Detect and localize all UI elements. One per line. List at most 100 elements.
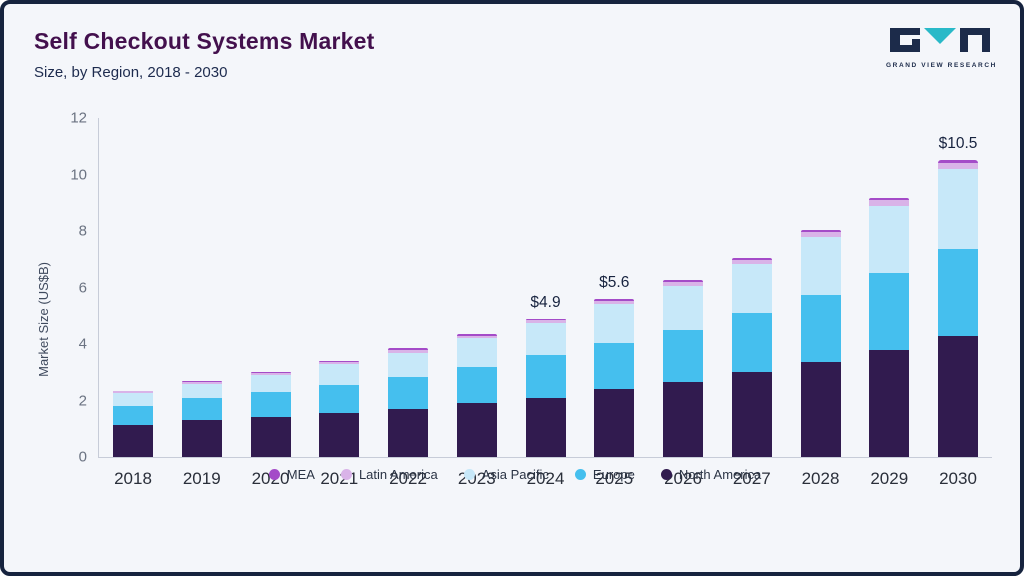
bar-segment-north-america: [938, 335, 978, 457]
bar-segment-asia-pacific: [869, 205, 910, 274]
bar-segment-europe: [869, 273, 910, 350]
x-axis-label: 2022: [389, 469, 427, 488]
bar-column-2018: 2018: [113, 118, 153, 488]
bar-stack: [869, 118, 910, 457]
bar-stack: [938, 118, 978, 457]
bar-segment-north-america: [594, 389, 635, 457]
bar-segment-north-america: [250, 417, 291, 457]
bar-segment-europe: [594, 342, 635, 390]
y-axis-title: Market Size (US$B): [36, 261, 51, 377]
bar-column-2021: 2021: [319, 118, 360, 488]
bar-segment-europe: [181, 397, 222, 421]
bar-column-2024: $4.9 2024: [525, 118, 566, 488]
bar-column-2019: 2019: [181, 118, 222, 488]
bar-segment-latin-america: [456, 335, 497, 339]
bar-segment-north-america: [113, 424, 153, 457]
bar-segment-latin-america: [388, 349, 428, 353]
bar-segment-mea: [388, 348, 428, 350]
bar-segment-asia-pacific: [800, 236, 841, 295]
bar-segment-europe: [800, 294, 841, 363]
bar-segment-asia-pacific: [731, 263, 772, 313]
bar-column-2025: $5.6 2025: [594, 118, 635, 488]
bar-segment-europe: [456, 366, 497, 404]
bar-segment-mea: [800, 229, 841, 232]
legend-item-latin-america: Latin America: [340, 467, 438, 482]
bar-segment-mea: [731, 257, 772, 260]
y-tick-label: 0: [78, 448, 87, 466]
plot-area: 0 2 4 6 8 10 12 2018 2019 2020 2021 2022 2023 $4.9 202…: [70, 111, 992, 488]
y-tick-label: 10: [70, 166, 87, 183]
bar-segment-latin-america: [731, 259, 772, 264]
bar-stack: [250, 118, 291, 457]
bar-segment-north-america: [456, 403, 497, 457]
bar-segment-latin-america: [800, 231, 841, 237]
bar-segment-latin-america: [525, 320, 566, 324]
bar-segment-latin-america: [663, 282, 703, 287]
bar-segment-latin-america: [181, 381, 222, 384]
y-tick-label: 2: [78, 392, 87, 409]
legend-dot: [660, 469, 672, 480]
legend-label: Latin America: [358, 467, 438, 482]
bar-segment-mea: [181, 380, 222, 382]
x-axis-label: 2024: [526, 469, 565, 488]
bar-segment-europe: [525, 355, 566, 398]
bar-stack: [525, 118, 566, 457]
bar-segment-north-america: [800, 362, 841, 457]
bar-segment-north-america: [181, 420, 222, 457]
bar-column-2029: 2029: [869, 118, 910, 488]
bar-segment-asia-pacific: [113, 393, 153, 407]
bar-segment-latin-america: [938, 163, 978, 170]
bar-column-2027: 2027: [731, 118, 772, 488]
bar-segment-asia-pacific: [250, 375, 291, 393]
chart: Market Size (US$B) 0 2 4 6 8 10 12 2018 2019 2020…: [34, 111, 996, 506]
bar-segment-mea: [456, 334, 497, 336]
bar-value-label: $4.9: [530, 293, 561, 311]
bar-stack: [388, 118, 428, 457]
bar-stack: [113, 118, 153, 457]
bar-segment-north-america: [525, 397, 566, 457]
bar-segment-north-america: [388, 408, 428, 457]
bar-segment-mea: [938, 160, 978, 164]
bar-column-2028: 2028: [800, 118, 841, 488]
bar-segment-mea: [113, 390, 153, 392]
bar-segment-asia-pacific: [525, 323, 566, 356]
legend-item-north-america: North America: [660, 467, 762, 482]
bar-segment-europe: [250, 392, 291, 418]
bar-column-2023: 2023: [456, 118, 497, 488]
y-tick-label: 6: [78, 279, 87, 296]
legend-label: Europe: [592, 467, 635, 482]
x-axis-label: 2018: [114, 469, 152, 488]
bar-segment-latin-america: [869, 200, 910, 206]
legend-dot: [463, 469, 475, 480]
bar-segment-north-america: [663, 382, 703, 457]
bar-segment-asia-pacific: [319, 364, 360, 385]
page-title: Self Checkout Systems Market: [34, 28, 375, 54]
x-axis-label: 2026: [664, 469, 702, 488]
legend-label: Asia Pacific: [481, 467, 549, 482]
bar-stack: [319, 118, 360, 457]
bar-stack: [800, 118, 841, 457]
bar-column-2030: $10.5 2030: [938, 118, 978, 488]
bar-segment-mea: [663, 280, 703, 283]
x-axis-label: 2025: [595, 469, 634, 488]
x-axis-label: 2019: [182, 469, 221, 488]
bar-segment-mea: [869, 197, 910, 201]
bar-segment-north-america: [319, 413, 360, 457]
x-axis-label: 2029: [870, 469, 909, 488]
x-axis-label: 2030: [939, 469, 977, 488]
bar-segment-europe: [319, 384, 360, 414]
bar-segment-asia-pacific: [663, 286, 703, 330]
legend-item-europe: Europe: [574, 467, 635, 482]
page-subtitle: Size, by Region, 2018 - 2030: [34, 64, 228, 81]
legend-label: MEA: [286, 467, 315, 482]
bar-segment-latin-america: [250, 372, 291, 376]
bar-segment-mea: [525, 318, 566, 321]
bar-segment-asia-pacific: [388, 352, 428, 377]
bar-segment-north-america: [731, 372, 772, 457]
bar-segment-north-america: [869, 349, 910, 457]
legend-dot: [340, 469, 352, 480]
gvr-logo-text: GRAND VIEW RESEARCH: [886, 62, 997, 69]
legend-label: North America: [678, 467, 762, 482]
bar-segment-latin-america: [594, 300, 635, 305]
